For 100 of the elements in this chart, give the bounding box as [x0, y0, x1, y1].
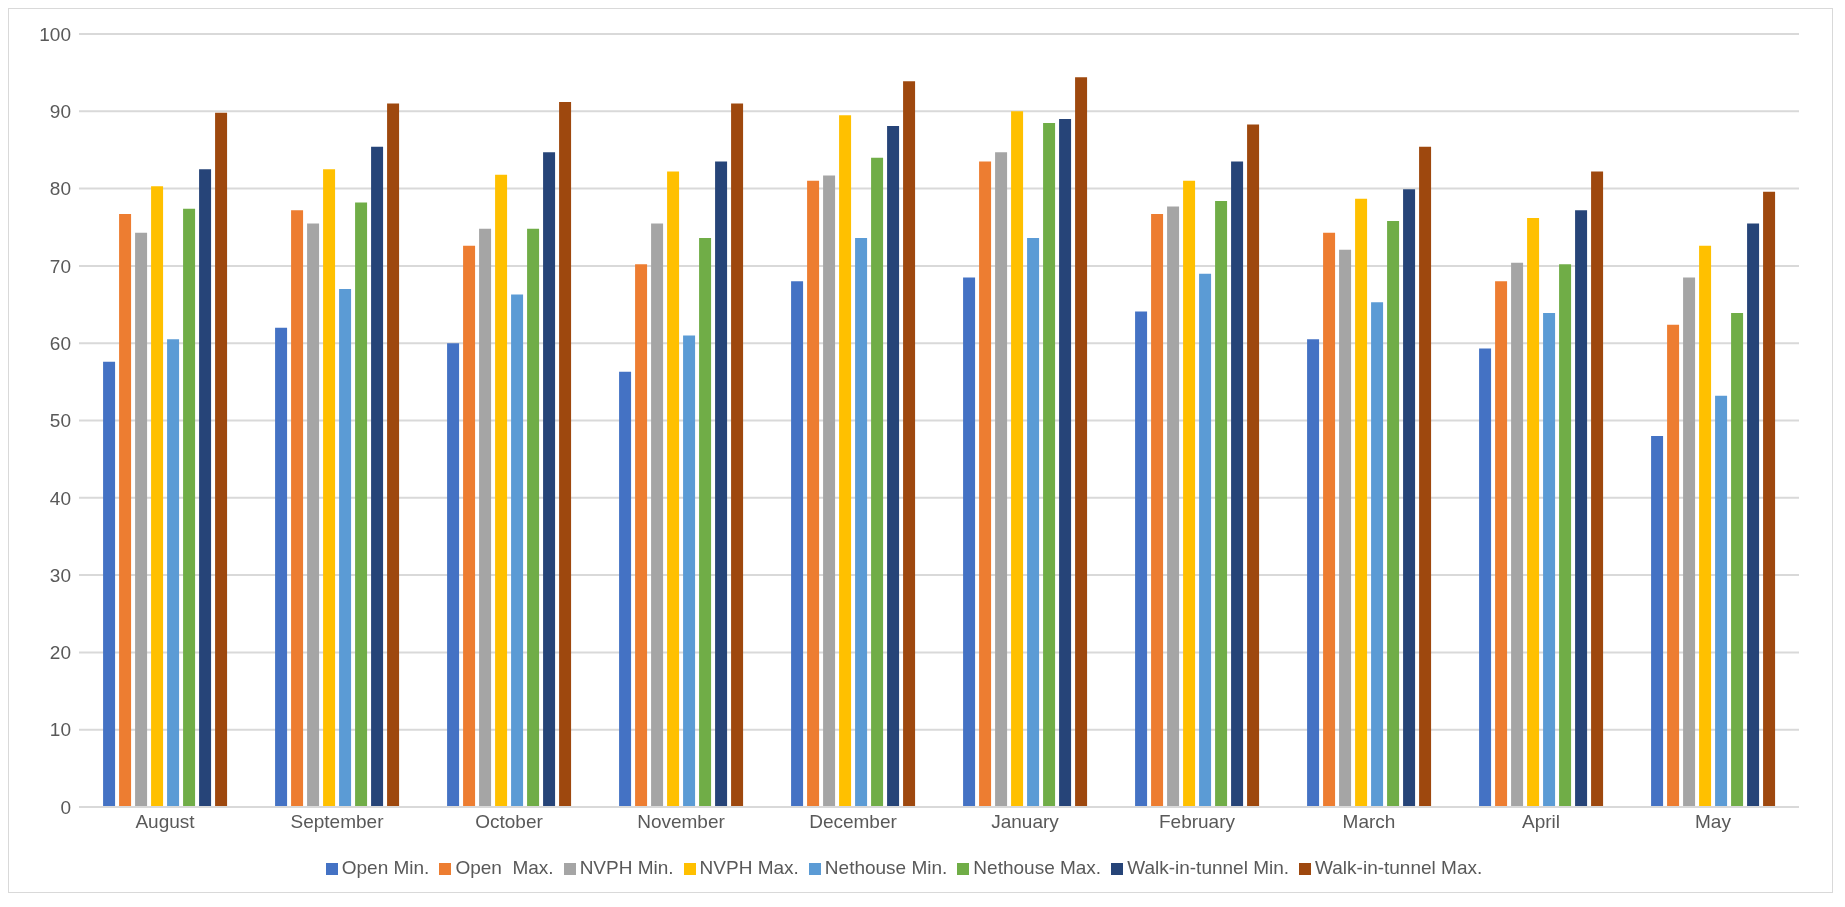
- x-tick-label: September: [290, 811, 385, 833]
- bar: [119, 214, 132, 807]
- y-tick-label: 10: [49, 719, 71, 741]
- y-tick-label: 40: [49, 487, 71, 509]
- bar: [1419, 146, 1432, 807]
- bar: [1699, 245, 1712, 807]
- bar: [839, 115, 852, 807]
- bar: [479, 228, 492, 807]
- bar: [1075, 77, 1088, 807]
- bar: [339, 289, 352, 807]
- bar: [699, 238, 712, 807]
- legend-label: Walk-in-tunnel Max.: [1315, 857, 1483, 878]
- bar: [731, 103, 744, 807]
- bar: [1167, 206, 1180, 807]
- bar: [1323, 232, 1336, 807]
- bar: [855, 238, 868, 807]
- bar: [307, 223, 320, 807]
- bar: [903, 81, 916, 807]
- bar: [1763, 191, 1776, 807]
- x-tick-label: May: [1695, 811, 1732, 833]
- bar: [871, 157, 884, 807]
- bar: [447, 343, 460, 807]
- bar: [791, 281, 804, 807]
- bar: [995, 152, 1008, 807]
- bar: [887, 125, 900, 807]
- bar: [527, 228, 540, 807]
- bar: [495, 174, 508, 807]
- bar: [1495, 281, 1508, 807]
- bar: [1043, 122, 1056, 807]
- bar: [355, 202, 368, 807]
- bar: [1543, 313, 1556, 807]
- bar: [511, 294, 524, 807]
- bar: [543, 152, 556, 807]
- bar: [1027, 238, 1040, 807]
- x-tick-label: October: [475, 811, 544, 833]
- y-tick-label: 50: [49, 410, 71, 432]
- bar: [1559, 264, 1572, 807]
- bar: [807, 180, 820, 807]
- y-tick-label: 20: [49, 642, 71, 664]
- bar: [199, 169, 212, 807]
- x-tick-label: February: [1158, 811, 1236, 833]
- bar: [715, 161, 728, 807]
- bar: [371, 146, 384, 807]
- y-tick-label: 90: [49, 101, 71, 123]
- legend-label: Open Max.: [455, 857, 554, 878]
- bar: [1371, 302, 1384, 807]
- bar: [1231, 161, 1244, 807]
- bar: [963, 277, 976, 807]
- legend-label: NVPH Min.: [579, 857, 674, 878]
- bar: [651, 223, 664, 807]
- x-tick-label: August: [135, 811, 196, 833]
- bar: [167, 339, 180, 807]
- bar: [463, 245, 476, 807]
- bar: [1575, 210, 1588, 807]
- bar: [1747, 223, 1760, 807]
- bar: [1011, 111, 1024, 807]
- bar: [103, 361, 116, 807]
- legend-label: Nethouse Max.: [973, 857, 1102, 878]
- bar: [1059, 119, 1072, 807]
- bar: [1715, 395, 1728, 807]
- bar: [635, 264, 648, 807]
- y-tick-label: 100: [39, 23, 71, 45]
- x-tick-label: January: [991, 811, 1060, 833]
- bar: [1651, 435, 1664, 807]
- bar: [151, 186, 164, 807]
- y-tick-label: 70: [49, 255, 71, 277]
- bar: [1479, 348, 1492, 807]
- bar: [215, 112, 228, 807]
- bar: [1527, 217, 1540, 807]
- legend-label: Open Min.: [341, 857, 430, 878]
- x-tick-label: April: [1521, 811, 1561, 833]
- bar: [387, 103, 400, 807]
- x-tick-label: March: [1342, 811, 1396, 833]
- bar: [135, 232, 148, 807]
- bar: [1387, 221, 1400, 807]
- y-tick-label: 80: [49, 178, 71, 200]
- x-tick-label: November: [637, 811, 726, 833]
- bar: [1511, 262, 1524, 807]
- y-tick-label: 60: [49, 332, 71, 354]
- y-tick-label: 30: [49, 564, 71, 586]
- bar: [823, 175, 836, 807]
- bar: [1215, 200, 1228, 807]
- legend-label: Nethouse Min.: [824, 857, 948, 878]
- bar: [559, 102, 572, 807]
- bar: [323, 169, 336, 807]
- bar: [667, 171, 680, 807]
- bar: [1667, 324, 1680, 807]
- bar: [1199, 273, 1212, 807]
- bar: [1135, 311, 1148, 807]
- bar: [979, 161, 992, 807]
- bar: [1151, 214, 1164, 807]
- bar: [1403, 189, 1416, 807]
- legend-label: Walk-in-tunnel Min.: [1127, 857, 1290, 878]
- bar: [1683, 277, 1696, 807]
- bar: [1731, 313, 1744, 807]
- bar: [1183, 180, 1196, 807]
- y-tick-label: 0: [60, 796, 71, 818]
- bar: [683, 335, 696, 807]
- bar: [1247, 124, 1260, 807]
- bar: [619, 371, 632, 807]
